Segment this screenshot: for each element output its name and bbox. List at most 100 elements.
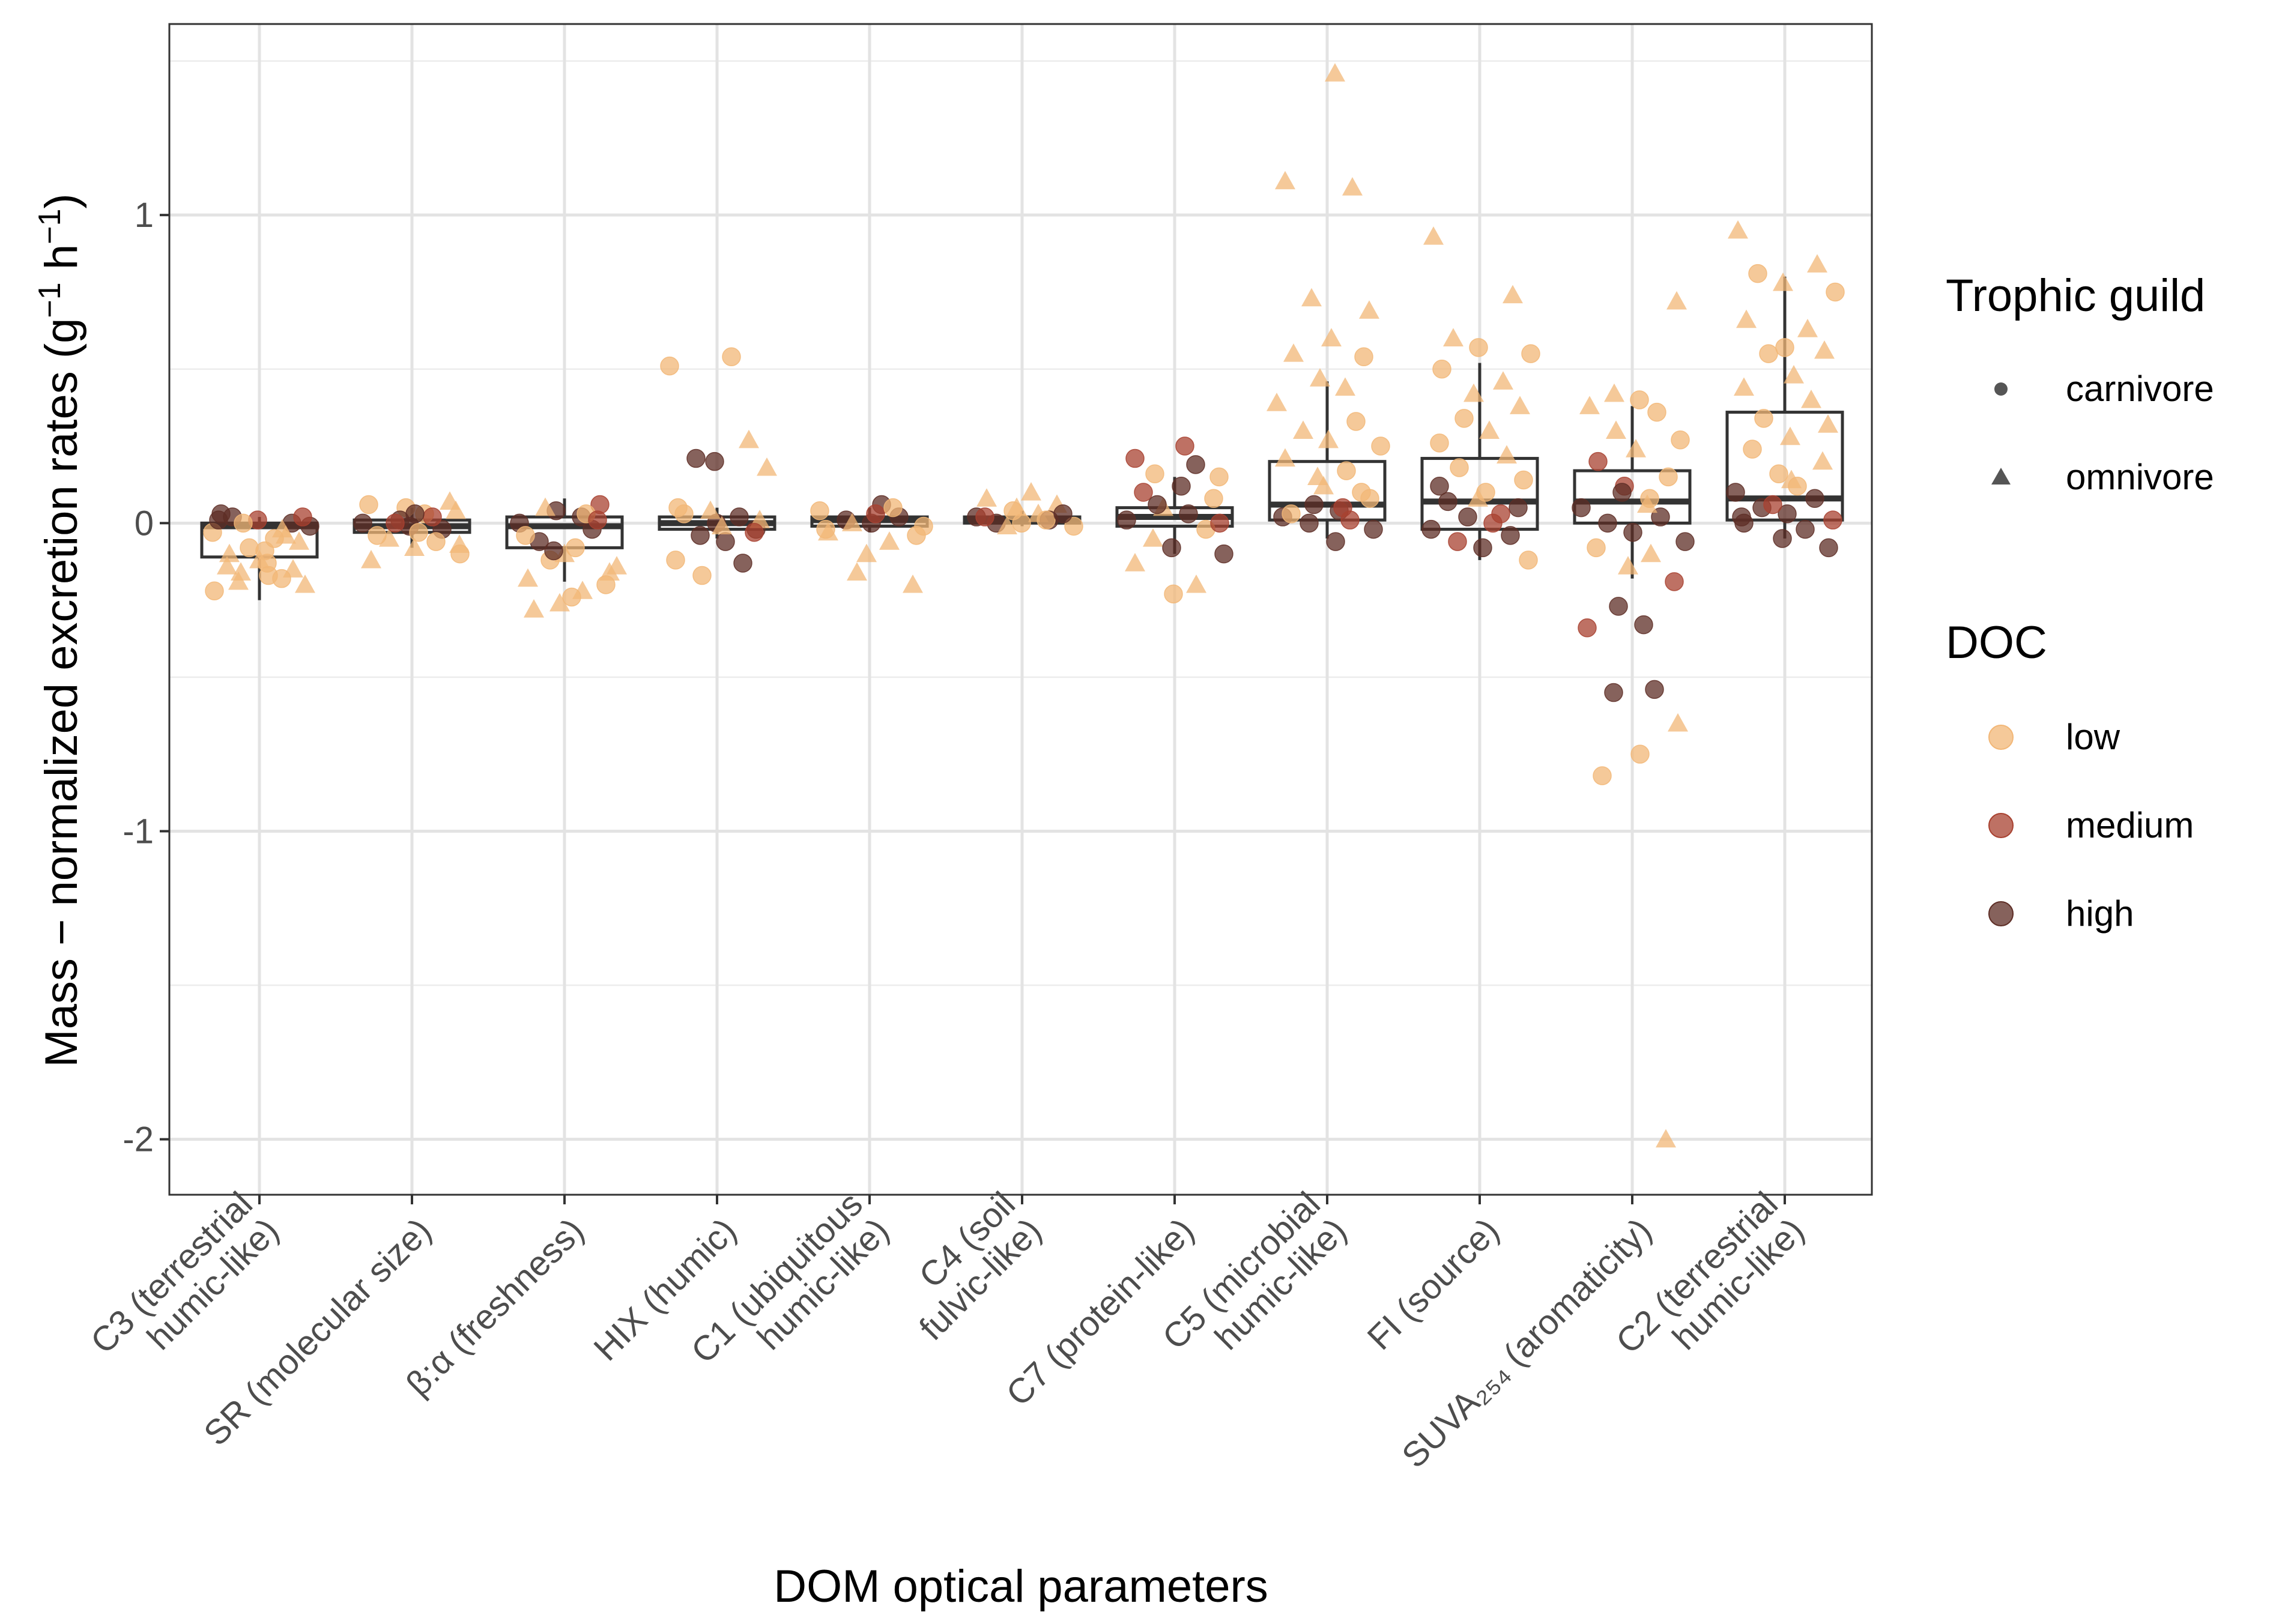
data-point-carnivore [1819,538,1838,558]
jitter-points [203,63,1845,1148]
data-point-carnivore [1647,402,1666,422]
data-point-carnivore [405,504,425,524]
data-point-omnivore [847,562,867,581]
data-point-carnivore [1630,390,1649,409]
data-point-carnivore [1117,510,1136,530]
data-point-carnivore [692,566,712,585]
data-point-omnivore [1143,528,1163,547]
data-point-carnivore [1519,551,1538,570]
data-point-carnivore [1659,467,1678,487]
data-point-omnivore [879,531,900,550]
data-point-carnivore [423,507,442,527]
data-point-omnivore [976,488,997,507]
data-point-omnivore [599,562,620,581]
data-point-omnivore [404,537,425,556]
data-point-omnivore [1668,713,1688,732]
data-point-omnivore [1812,451,1833,470]
data-point-omnivore [295,574,315,593]
legend-label: carnivore [2066,369,2214,409]
data-point-carnivore [1754,409,1773,428]
data-point-omnivore [1335,377,1355,396]
data-point-carnivore [1186,455,1205,474]
data-point-carnivore [1430,476,1449,496]
data-point-carnivore [1354,347,1373,366]
data-point-omnivore [1510,396,1530,414]
data-point-carnivore [686,448,706,468]
data-point-carnivore [359,495,378,515]
legend-key-carnivore [1994,382,2008,396]
data-point-carnivore [1337,461,1356,480]
data-point-omnivore [1359,300,1379,319]
data-point-omnivore [249,549,270,569]
data-point-carnivore [716,532,735,551]
data-point-omnivore [1006,497,1027,516]
data-point-carnivore [368,526,387,545]
legend-title-doc: DOC [1946,617,2047,668]
data-point-carnivore [1665,572,1684,591]
data-point-omnivore [1641,543,1661,563]
data-point-carnivore [1593,766,1612,785]
data-point-carnivore [1448,532,1467,551]
data-point-carnivore [1823,510,1842,530]
data-point-carnivore [816,519,835,539]
data-point-carnivore [255,541,274,561]
data-point-carnivore [1623,522,1642,542]
data-point-carnivore [1037,510,1056,530]
data-point-carnivore [1514,470,1533,490]
data-point-carnivore [1326,532,1345,551]
data-point-carnivore [1763,495,1782,515]
data-point-carnivore [1300,513,1319,533]
legend-key-doc [1988,725,2014,750]
legend: Trophic guild DOC carnivore omnivore low m… [1946,270,2214,934]
data-point-omnivore [1310,368,1330,387]
legend-key-doc [1988,901,2014,926]
data-point-carnivore [1053,504,1073,524]
data-point-omnivore [842,513,862,531]
data-point-omnivore [524,599,544,618]
data-point-omnivore [1301,288,1322,307]
data-point-carnivore [666,551,685,570]
data-point-carnivore [1775,338,1794,357]
data-point-omnivore [1637,494,1657,513]
data-point-omnivore [1313,475,1334,495]
y-tick-label: 1 [135,196,154,235]
data-point-omnivore [1275,448,1295,467]
data-point-carnivore [409,522,428,542]
data-point-carnivore [1145,464,1164,483]
data-point-carnivore [1675,532,1695,551]
data-point-omnivore [1818,414,1838,433]
data-point-omnivore [1186,574,1206,593]
data-point-carnivore [1282,504,1301,524]
data-point-carnivore [1134,483,1153,502]
data-point-omnivore [228,571,249,590]
data-point-omnivore [1342,177,1363,196]
data-point-carnivore [259,566,278,585]
data-point-carnivore [1421,519,1441,539]
data-point-omnivore [1283,343,1304,362]
data-point-carnivore [209,510,228,530]
data-point-carnivore [566,538,585,558]
y-tick-label: -1 [123,812,154,851]
legend-label: medium [2066,805,2194,845]
data-point-omnivore [1666,291,1687,310]
data-point-carnivore [1371,436,1390,456]
data-point-carnivore [1587,538,1606,558]
data-point-carnivore [1454,409,1474,428]
data-point-omnivore [361,549,381,569]
data-point-omnivore [856,543,877,563]
data-point-carnivore [588,510,607,530]
data-point-carnivore [1726,483,1745,502]
data-point-carnivore [1572,498,1591,518]
data-point-carnivore [240,538,259,558]
data-point-carnivore [1432,359,1451,379]
data-point-carnivore [1012,513,1031,533]
data-point-carnivore [1509,498,1528,518]
x-axis-title: DOM optical parameters [773,1561,1268,1612]
data-point-omnivore [1423,226,1444,245]
data-point-carnivore [810,501,829,521]
data-point-carnivore [1588,451,1608,471]
data-point-carnivore [1759,344,1778,363]
data-point-carnivore [1204,489,1223,509]
data-point-carnivore [1501,526,1520,545]
data-point-omnivore [518,568,538,587]
